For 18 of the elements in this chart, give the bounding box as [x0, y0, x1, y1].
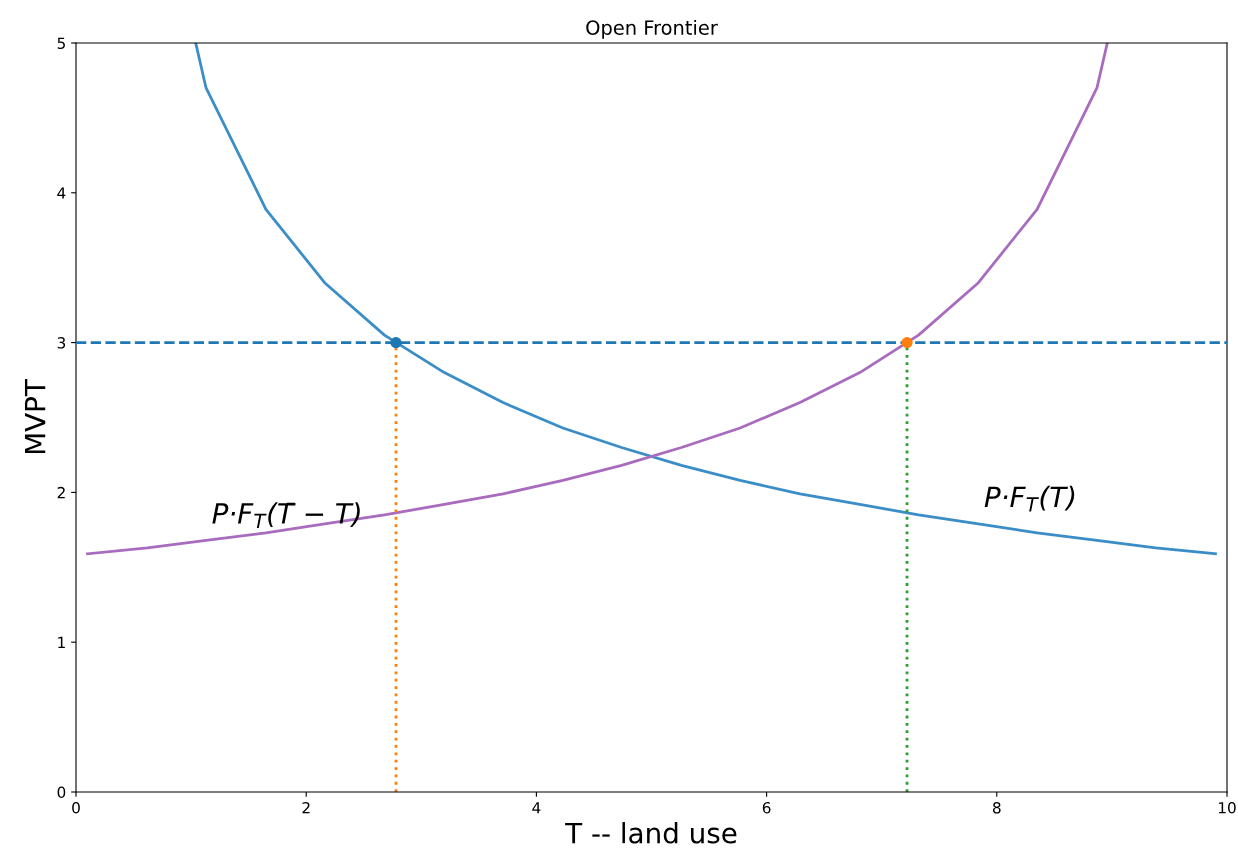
- x-tick-label: 2: [302, 801, 310, 814]
- y-tick-label: 3: [57, 337, 66, 349]
- y-tick-label: 1: [58, 636, 65, 648]
- x-tick-label: 4: [532, 802, 541, 814]
- x-tick-label: 0: [72, 801, 80, 814]
- line-series: [86, 43, 1109, 556]
- y-tick-label: 2: [57, 486, 65, 499]
- y-tick-label: 0: [57, 786, 66, 799]
- x-tick-label: 8: [992, 801, 1001, 814]
- y-axis-title: MVPT: [24, 379, 46, 454]
- x-tick-label: 6: [762, 801, 771, 814]
- y-tick-label: 5: [57, 37, 65, 50]
- y-tick-label: 4: [57, 187, 66, 199]
- x-axis-title: T -- land use: [565, 822, 737, 844]
- chart-title: Open Frontier: [586, 19, 718, 39]
- series-label: P·F$_{T}$(T): [984, 485, 1075, 512]
- x-tick-label: 10: [1218, 801, 1236, 814]
- line-series: [194, 43, 1217, 556]
